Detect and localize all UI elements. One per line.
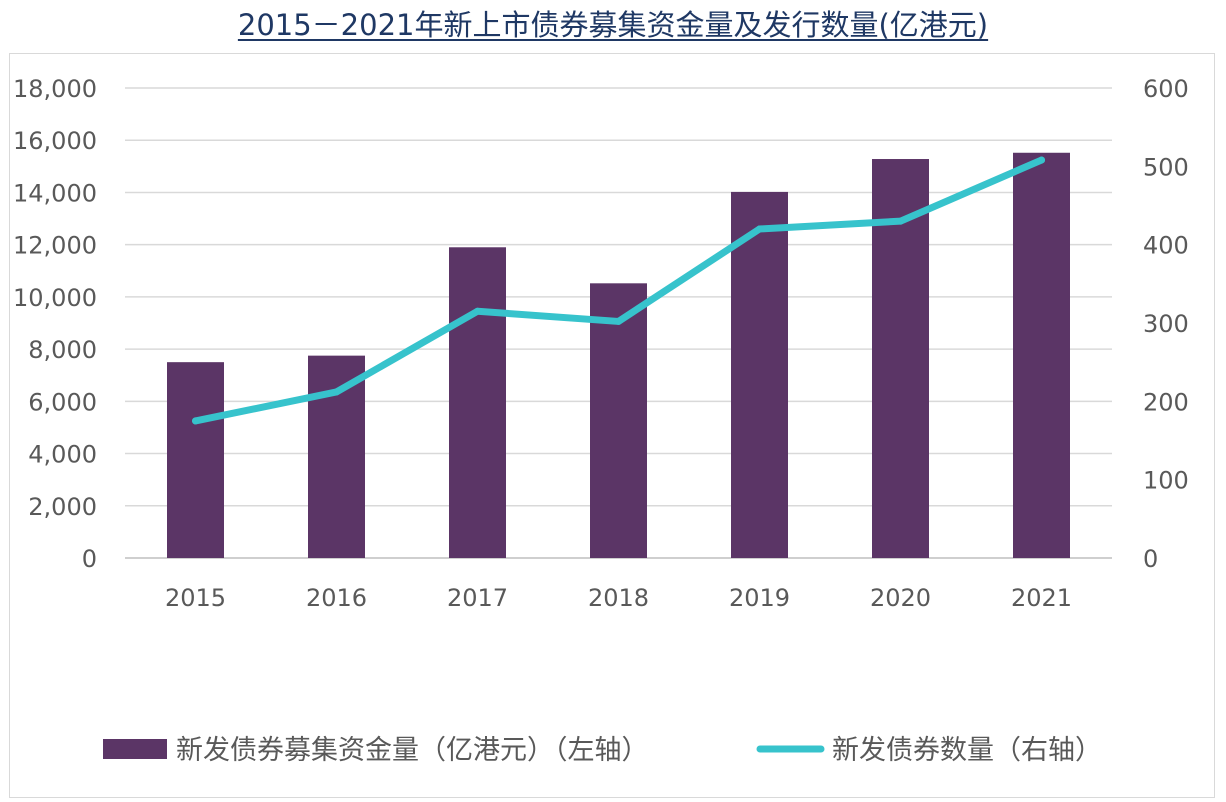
line-point bbox=[756, 225, 763, 233]
chart-title: 2015－2021年新上市债券募集资金量及发行数量(亿港元) bbox=[237, 8, 989, 42]
y-left-tick-label: 16,000 bbox=[13, 127, 97, 155]
x-tick-label: 2015 bbox=[165, 584, 226, 612]
legend-bar-label: 新发债券募集资金量（亿港元）（左轴） bbox=[176, 735, 649, 766]
line-point bbox=[897, 217, 904, 225]
y-right-tick-label: 600 bbox=[1143, 75, 1189, 103]
y-right-tick-label: 100 bbox=[1143, 467, 1189, 495]
x-tick-label: 2019 bbox=[729, 584, 790, 612]
x-tick-label: 2021 bbox=[1011, 584, 1072, 612]
y-left-tick-label: 12,000 bbox=[13, 232, 97, 260]
x-tick-label: 2020 bbox=[870, 584, 931, 612]
y-left-tick-label: 18,000 bbox=[13, 75, 97, 103]
y-left-tick-label: 14,000 bbox=[13, 179, 97, 207]
y-left-tick-label: 4,000 bbox=[28, 441, 97, 469]
bar bbox=[590, 283, 647, 558]
y-right-tick-label: 0 bbox=[1143, 545, 1158, 573]
bar bbox=[449, 247, 506, 558]
x-tick-label: 2017 bbox=[447, 584, 508, 612]
y-right-tick-label: 500 bbox=[1143, 153, 1189, 181]
line-point bbox=[192, 417, 199, 425]
y-right-tick-label: 200 bbox=[1143, 388, 1189, 416]
y-left-tick-label: 6,000 bbox=[28, 388, 97, 416]
line-point bbox=[474, 307, 481, 315]
legend-bar-swatch bbox=[103, 739, 167, 759]
chart-panel bbox=[9, 53, 1215, 798]
y-left-tick-label: 10,000 bbox=[13, 284, 97, 312]
bar bbox=[167, 362, 224, 558]
x-tick-label: 2018 bbox=[588, 584, 649, 612]
y-right-tick-label: 400 bbox=[1143, 232, 1189, 260]
bar bbox=[308, 355, 365, 558]
y-left-tick-label: 2,000 bbox=[28, 493, 97, 521]
legend-line-label: 新发债券数量（右轴） bbox=[832, 735, 1102, 766]
bar bbox=[1013, 152, 1070, 558]
line-point bbox=[1038, 156, 1045, 164]
line-point bbox=[615, 317, 622, 325]
bar bbox=[731, 191, 788, 558]
line-point bbox=[333, 388, 340, 396]
y-left-tick-label: 0 bbox=[82, 545, 97, 573]
x-tick-label: 2016 bbox=[306, 584, 367, 612]
y-right-tick-label: 300 bbox=[1143, 310, 1189, 338]
y-left-tick-label: 8,000 bbox=[28, 336, 97, 364]
